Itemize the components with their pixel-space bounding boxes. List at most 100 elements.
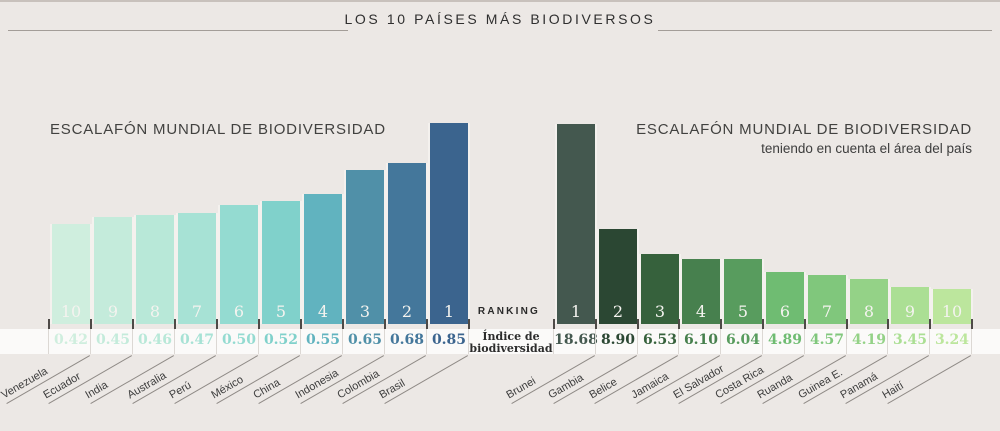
tick-mark	[804, 319, 806, 329]
tick-mark	[132, 319, 134, 329]
rank-number-el-salvador: 5	[737, 302, 749, 321]
cell-separator	[216, 329, 217, 354]
cell-separator	[426, 329, 427, 354]
index-label-line1: Índice de	[482, 330, 540, 343]
tick-mark	[762, 319, 764, 329]
value-label-haiti: 3.24	[934, 332, 970, 348]
tick-mark	[468, 319, 470, 329]
right-chart-subtitle: teniendo en cuenta el área del país	[761, 141, 972, 156]
tick-mark	[720, 319, 722, 329]
value-label-colombia: 0.68	[389, 332, 425, 348]
bar-china: 4	[304, 194, 342, 324]
bar-peru: 6	[220, 205, 258, 324]
rank-number-brasil: 1	[443, 302, 455, 321]
rank-number-india: 8	[149, 302, 161, 321]
rank-number-costa-rica: 6	[779, 302, 791, 321]
bar-indonesia: 3	[346, 170, 384, 324]
cell-separator	[678, 329, 679, 354]
tick-mark	[258, 319, 260, 329]
rank-number-brunei: 1	[570, 302, 582, 321]
cell-separator	[258, 329, 259, 354]
value-label-brasil: 0.85	[431, 332, 467, 348]
rank-number-mexico: 5	[275, 302, 287, 321]
tick-mark	[174, 319, 176, 329]
value-label-mexico: 0.52	[263, 332, 299, 348]
value-label-australia: 0.47	[179, 332, 215, 348]
cell-separator	[637, 329, 638, 354]
bar-costa-rica: 6	[766, 272, 804, 324]
tick-mark	[384, 319, 386, 329]
value-label-indonesia: 0.65	[347, 332, 383, 348]
bar-australia: 7	[178, 213, 216, 324]
cell-separator	[468, 329, 469, 354]
rank-number-ecuador: 9	[107, 302, 119, 321]
bar-el-salvador: 5	[724, 259, 762, 324]
index-label: Índice de biodiversidad	[443, 331, 579, 354]
value-label-china: 0.55	[305, 332, 341, 348]
cell-separator	[887, 329, 888, 354]
cell-separator	[553, 329, 554, 354]
tick-mark	[637, 319, 639, 329]
title-divider-right	[658, 30, 992, 31]
cell-separator	[90, 329, 91, 354]
bar-ruanda: 7	[808, 275, 846, 324]
bar-haiti: 10	[933, 289, 971, 324]
page-title: LOS 10 PAÍSES MÁS BIODIVERSOS	[344, 11, 656, 27]
right-chart-title: ESCALAFÓN MUNDIAL DE BIODIVERSIDAD	[636, 121, 972, 138]
tick-mark	[48, 319, 50, 329]
rank-number-gambia: 2	[612, 302, 624, 321]
cell-separator	[384, 329, 385, 354]
rank-number-australia: 7	[191, 302, 203, 321]
bar-brunei: 1	[557, 124, 595, 324]
cell-separator	[804, 329, 805, 354]
bar-ecuador: 9	[94, 217, 132, 324]
bar-gambia: 2	[599, 229, 637, 324]
value-label-belice: 6.53	[642, 332, 678, 348]
value-label-guinea-e: 4.19	[851, 332, 887, 348]
left-chart-title: ESCALAFÓN MUNDIAL DE BIODIVERSIDAD	[50, 121, 386, 138]
value-strip	[0, 329, 1000, 354]
bar-venezuela: 10	[52, 224, 90, 324]
value-label-jamaica: 6.10	[683, 332, 719, 348]
tick-mark	[216, 319, 218, 329]
rank-number-peru: 6	[233, 302, 245, 321]
tick-mark	[929, 319, 931, 329]
tick-mark	[553, 319, 555, 329]
cell-separator	[971, 329, 972, 354]
cell-separator	[720, 329, 721, 354]
rank-number-china: 4	[317, 302, 329, 321]
tick-mark	[887, 319, 889, 329]
value-label-india: 0.46	[137, 332, 173, 348]
index-label-line2: biodiversidad	[469, 341, 553, 355]
value-label-gambia: 8.90	[600, 332, 636, 348]
tick-mark	[595, 319, 597, 329]
cell-separator	[929, 329, 930, 354]
bar-jamaica: 4	[682, 259, 720, 324]
cell-separator	[846, 329, 847, 354]
cell-separator	[595, 329, 596, 354]
value-label-panama: 3.45	[892, 332, 928, 348]
title-divider-left	[8, 30, 348, 31]
cell-separator	[762, 329, 763, 354]
rank-number-haiti: 10	[941, 302, 963, 321]
value-label-el-salvador: 6.04	[725, 332, 761, 348]
value-label-brunei: 18.68	[554, 332, 598, 348]
bar-india: 8	[136, 215, 174, 324]
value-label-costa-rica: 4.89	[767, 332, 803, 348]
tick-mark	[678, 319, 680, 329]
tick-mark	[846, 319, 848, 329]
cell-separator	[300, 329, 301, 354]
cell-separator	[48, 329, 49, 354]
cell-separator	[132, 329, 133, 354]
rank-number-panama: 9	[904, 302, 916, 321]
value-label-ruanda: 4.57	[809, 332, 845, 348]
rank-number-belice: 3	[654, 302, 666, 321]
bar-mexico: 5	[262, 201, 300, 324]
cell-separator	[174, 329, 175, 354]
tick-mark	[300, 319, 302, 329]
tick-mark	[90, 319, 92, 329]
tick-mark	[342, 319, 344, 329]
tick-mark	[426, 319, 428, 329]
rank-number-indonesia: 3	[359, 302, 371, 321]
cell-separator	[342, 329, 343, 354]
